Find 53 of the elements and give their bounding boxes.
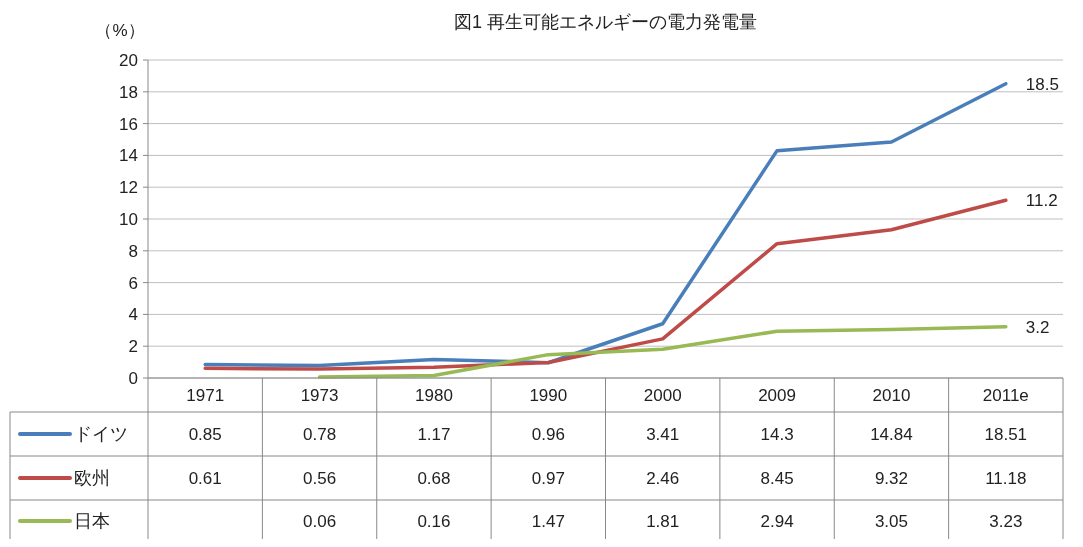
y-tick-label: 16 [119, 114, 138, 134]
chart-title: 図1 再生可能エネルギーの電力発電量 [453, 12, 758, 32]
data-label: 1.47 [531, 511, 565, 531]
data-label: 18.51 [984, 424, 1028, 444]
data-label: 0.68 [417, 468, 451, 488]
data-label: 0.61 [188, 468, 222, 488]
data-label: 8.45 [760, 468, 794, 488]
data-label: 3.23 [989, 511, 1023, 531]
x-tick-label: 1971 [186, 385, 225, 405]
y-tick-label: 20 [119, 50, 138, 70]
x-tick-label: 1990 [529, 385, 568, 405]
annotation: 3.2 [1025, 318, 1050, 338]
y-tick-label: 4 [128, 305, 138, 325]
y-tick-label: 8 [128, 241, 138, 261]
data-label: 0.56 [303, 468, 337, 488]
x-tick-label: 2009 [758, 385, 796, 405]
data-label: 3.05 [874, 511, 908, 531]
x-tick-label: 1973 [300, 385, 339, 405]
data-label: 2.46 [646, 468, 680, 488]
data-label: 0.96 [531, 424, 565, 444]
annotation: 18.5 [1025, 74, 1059, 94]
y-tick-label: 10 [119, 209, 138, 229]
y-tick-label: 0 [128, 368, 138, 388]
data-label: 14.84 [870, 424, 913, 444]
x-tick-label: 2010 [872, 385, 911, 405]
annotation: 11.2 [1025, 190, 1058, 210]
x-tick-label: 2011e [982, 385, 1029, 405]
data-label: 0.78 [303, 424, 337, 444]
line-series [203, 198, 1008, 371]
data-label: 0.85 [188, 424, 222, 444]
legend-label: ドイツ [74, 424, 128, 445]
line-series [203, 81, 1008, 368]
data-label: 1.81 [646, 511, 680, 531]
y-tick-label: 6 [128, 273, 138, 293]
legend-label: 欧州 [74, 468, 110, 489]
y-tick-label: 14 [119, 146, 138, 166]
y-axis-title: （%） [95, 21, 145, 40]
x-tick-label: 2000 [643, 385, 682, 405]
data-label: 14.3 [760, 424, 794, 444]
data-label: 3.41 [646, 424, 680, 444]
data-label: 0.16 [417, 511, 451, 531]
data-label: 2.94 [760, 511, 794, 531]
data-label: 0.06 [303, 511, 337, 531]
y-tick-label: 12 [119, 178, 138, 198]
data-label: 9.32 [874, 468, 908, 488]
data-label: 1.17 [417, 424, 451, 444]
x-tick-label: 1980 [415, 385, 453, 405]
y-tick-label: 18 [119, 82, 138, 102]
line-series [317, 324, 1008, 379]
y-tick-label: 2 [128, 337, 138, 357]
data-label: 0.97 [531, 468, 565, 488]
data-label: 11.18 [985, 468, 1027, 488]
legend-label: 日本 [74, 511, 110, 532]
